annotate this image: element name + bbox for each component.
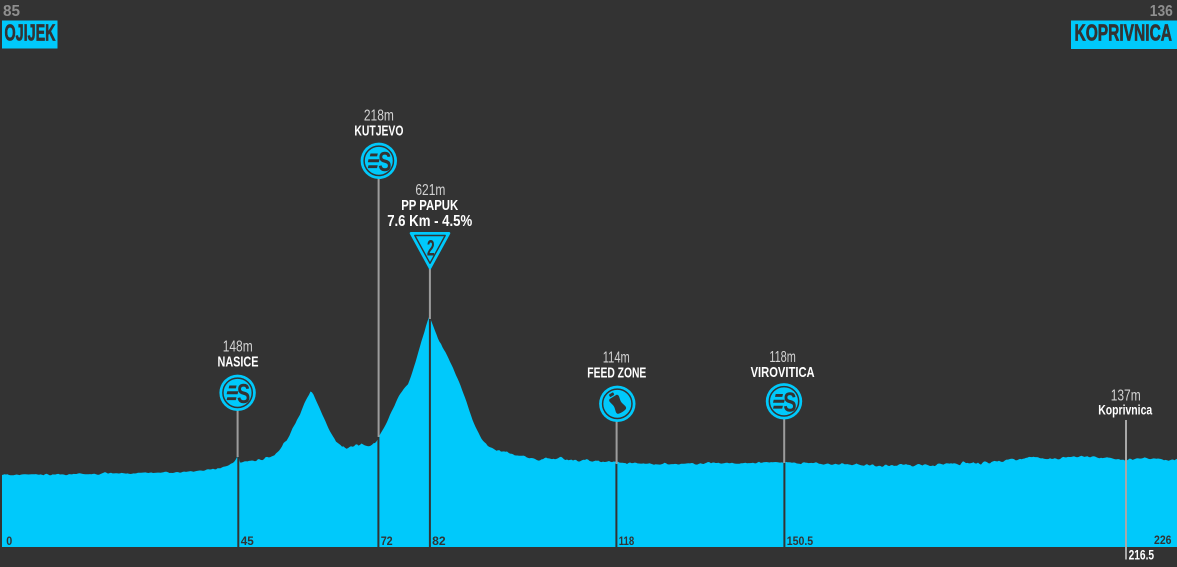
svg-text:150.5: 150.5 — [787, 534, 814, 548]
svg-text:0: 0 — [6, 534, 12, 548]
svg-text:118m: 118m — [769, 349, 796, 366]
svg-text:7.6 Km - 4.5%: 7.6 Km - 4.5% — [387, 213, 472, 230]
svg-text:136: 136 — [1150, 3, 1173, 20]
svg-text:NASICE: NASICE — [218, 354, 259, 371]
svg-text:FEED ZONE: FEED ZONE — [587, 365, 646, 382]
svg-text:Koprivnica: Koprivnica — [1098, 401, 1152, 417]
svg-text:621m: 621m — [415, 182, 445, 199]
svg-text:S: S — [783, 387, 796, 418]
svg-text:216.5: 216.5 — [1129, 547, 1155, 563]
svg-text:KOPRIVNICA: KOPRIVNICA — [1075, 20, 1173, 46]
svg-text:VIROVITICA: VIROVITICA — [751, 364, 815, 381]
svg-text:S: S — [378, 146, 391, 177]
svg-text:85: 85 — [3, 3, 20, 20]
svg-text:118: 118 — [619, 534, 635, 548]
svg-text:148m: 148m — [223, 338, 253, 355]
svg-text:PP PAPUK: PP PAPUK — [401, 197, 458, 214]
svg-text:OJIJEK: OJIJEK — [5, 20, 56, 46]
svg-text:2: 2 — [427, 236, 435, 261]
svg-text:114m: 114m — [603, 350, 630, 367]
svg-text:137m: 137m — [1111, 388, 1141, 405]
svg-text:KUTJEVO: KUTJEVO — [354, 122, 403, 139]
svg-text:72: 72 — [381, 534, 393, 548]
svg-text:45: 45 — [241, 534, 254, 548]
svg-text:S: S — [237, 378, 250, 409]
svg-text:226: 226 — [1154, 533, 1172, 547]
svg-text:82: 82 — [432, 534, 446, 548]
svg-text:218m: 218m — [364, 108, 394, 125]
